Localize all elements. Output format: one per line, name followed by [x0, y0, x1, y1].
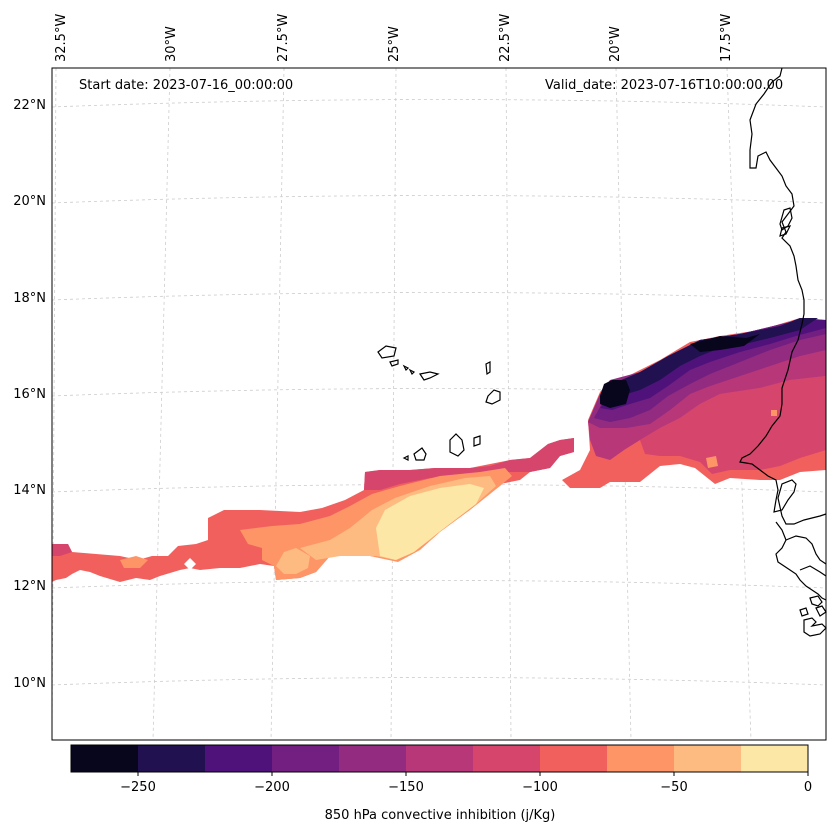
colorbar-frame [70, 744, 809, 773]
island-outline [408, 368, 416, 376]
island-outline [485, 361, 491, 376]
island-outline [402, 455, 409, 461]
lat-label: 10°N [13, 676, 46, 691]
lon-label: 30°W [164, 26, 179, 62]
lon-label: 25°W [387, 26, 402, 62]
colorbar-swatch [205, 745, 272, 772]
lat-gridline [51, 195, 827, 204]
lon-gridline [152, 67, 171, 741]
map-frame [51, 67, 827, 741]
coastline [815, 605, 827, 617]
colorbar [70, 744, 809, 776]
lat-label: 18°N [13, 291, 46, 306]
cin-hole [184, 558, 196, 570]
island-outline [413, 447, 427, 461]
island-outline [389, 359, 399, 367]
lat-label: 16°N [13, 387, 46, 402]
coastline [799, 607, 809, 617]
cin-region [640, 376, 826, 474]
colorbar-tick-label: −150 [388, 780, 424, 795]
cin-region [364, 438, 574, 490]
cin-region [120, 556, 148, 568]
colorbar-swatch [272, 745, 339, 772]
cin-region [600, 380, 630, 408]
cin-region [594, 322, 826, 422]
colorbar-swatch [607, 745, 674, 772]
lat-gridline [51, 388, 827, 397]
coastline [775, 521, 827, 601]
island-outline [449, 433, 465, 457]
lat-label: 20°N [13, 194, 46, 209]
cin-field-west [52, 438, 574, 582]
colorbar-swatch [339, 745, 406, 772]
lon-label: 32.5°W [54, 13, 69, 62]
cin-region [602, 318, 818, 398]
colorbar-swatch [540, 745, 607, 772]
cin-field-east [562, 318, 826, 488]
coastline [739, 67, 827, 525]
colorbar-tick-label: −100 [522, 780, 558, 795]
coastline [779, 225, 792, 237]
coastline [799, 565, 827, 577]
coastline [809, 595, 823, 607]
lat-gridline [51, 677, 827, 686]
colorbar-swatch [473, 745, 540, 772]
cin-region [771, 410, 777, 416]
lon-label: 20°W [608, 26, 623, 62]
colorbar-tick-label: −200 [254, 780, 290, 795]
cape-verde-islands [377, 345, 501, 461]
cin-region [276, 548, 310, 574]
lat-gridline [51, 99, 827, 108]
coastline [803, 617, 827, 637]
colorbar-title: 850 hPa convective inhibition (j/Kg) [324, 808, 556, 823]
colorbar-swatch [71, 745, 138, 772]
lat-label: 12°N [13, 579, 46, 594]
graticule [51, 67, 827, 741]
colorbar-swatch [138, 745, 205, 772]
lat-gridline [51, 292, 827, 301]
cin-region [706, 456, 718, 468]
cin-region [376, 484, 484, 560]
lat-gridline [51, 484, 827, 493]
lat-gridline [51, 580, 827, 589]
cin-region [690, 334, 760, 352]
lon-gridline [270, 67, 285, 741]
island-outline [485, 389, 501, 405]
lat-label: 14°N [13, 483, 46, 498]
cin-region [52, 544, 72, 556]
colorbar-swatch [741, 745, 808, 772]
valid-date-label: Valid_date: 2023-07-16T10:00:00.00 [545, 78, 784, 93]
coastline [785, 535, 827, 565]
lat-label: 22°N [13, 98, 46, 113]
island-outline [402, 364, 410, 372]
island-outline [377, 345, 397, 359]
lon-gridline [51, 67, 57, 741]
colorbar-swatch [406, 745, 473, 772]
lon-label: 22.5°W [498, 13, 513, 62]
lon-gridline [505, 67, 512, 741]
colorbar-swatch [674, 745, 741, 772]
african-coastline [739, 67, 827, 637]
lon-gridline [390, 67, 397, 741]
colorbar-tick-label: −250 [120, 780, 156, 795]
lon-label: 17.5°W [719, 13, 734, 62]
start-date-label: Start date: 2023-07-16_00:00:00 [79, 78, 294, 93]
lon-label: 27.5°W [276, 13, 291, 62]
colorbar-tick-label: −50 [660, 780, 688, 795]
cin-region [600, 318, 826, 410]
colorbar-tick-label: 0 [803, 780, 813, 795]
island-outline [419, 371, 440, 381]
island-outline [473, 435, 481, 447]
